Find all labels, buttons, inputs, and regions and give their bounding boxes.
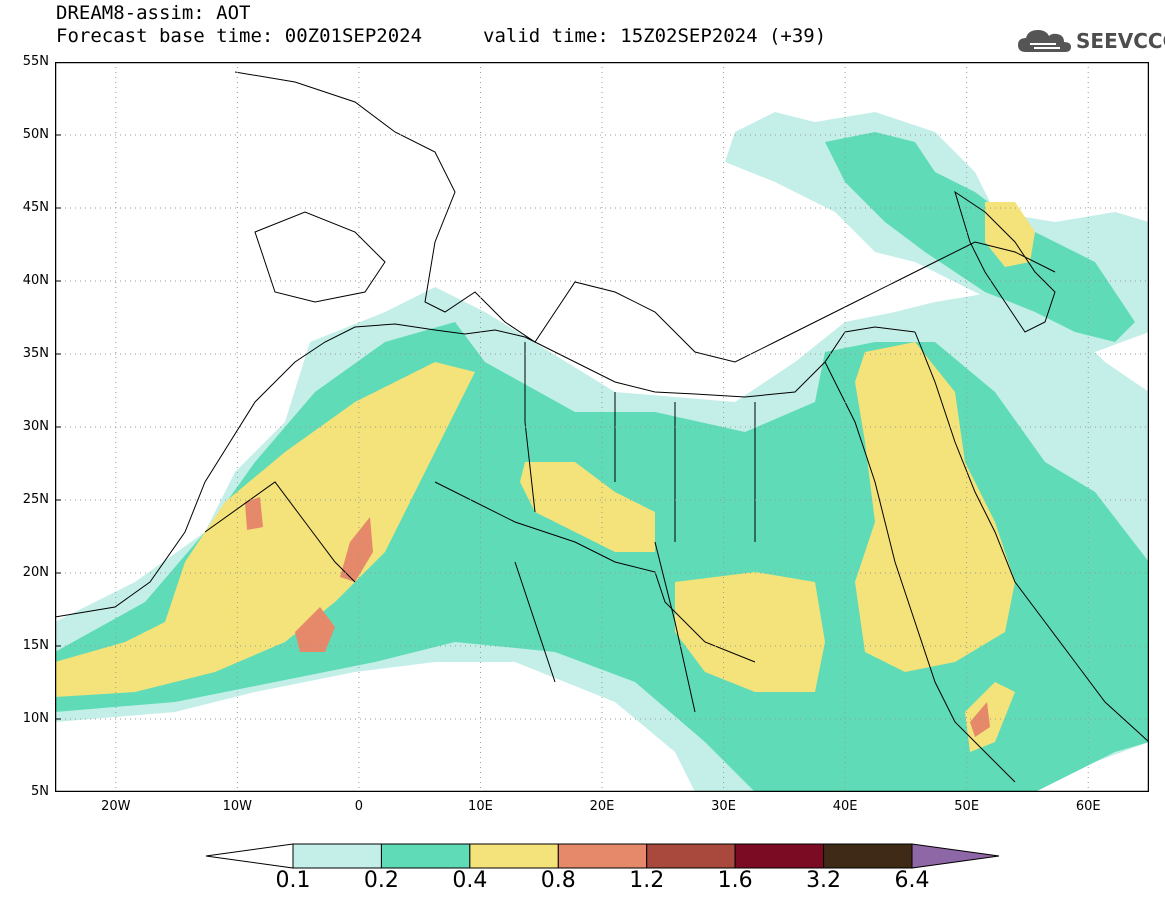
latitude-label: 5N xyxy=(31,784,49,799)
longitude-label: 20E xyxy=(589,799,615,814)
aot-band-0.8 xyxy=(245,497,263,530)
colorbar-label: 1.2 xyxy=(629,868,665,893)
colorbar-min-arrow xyxy=(205,843,294,869)
colorbar-swatch xyxy=(292,843,382,869)
colorbar-label: 0.4 xyxy=(452,868,488,893)
colorbar-swatch xyxy=(646,843,736,869)
seevccc-logo: SEEVCCC xyxy=(1016,22,1165,58)
longitude-label: 60E xyxy=(1075,799,1101,814)
colorbar-label: 6.4 xyxy=(894,868,930,893)
colorbar-max-arrow xyxy=(911,843,1000,869)
aot-band-0.4 xyxy=(55,362,475,697)
colorbar-swatch xyxy=(734,843,825,869)
colorbar-label: 0.8 xyxy=(540,868,576,893)
longitude-label: 50E xyxy=(954,799,980,814)
longitude-label: 10E xyxy=(468,799,493,814)
colorbar xyxy=(205,843,1000,869)
latitude-label: 20N xyxy=(22,565,49,580)
colorbar-label: 3.2 xyxy=(806,868,842,893)
aot-map xyxy=(55,62,1149,792)
longitude-label: 40E xyxy=(832,799,858,814)
colorbar-swatch xyxy=(469,843,559,869)
latitude-label: 35N xyxy=(22,346,49,361)
latitude-label: 15N xyxy=(22,638,49,653)
colorbar-label: 1.6 xyxy=(717,868,753,893)
longitude-label: 20W xyxy=(101,799,131,814)
forecast-base-time: Forecast base time: 00Z01SEP2024 xyxy=(56,25,423,47)
longitude-label: 10W xyxy=(222,799,253,814)
latitude-label: 45N xyxy=(22,200,49,215)
coastlines xyxy=(55,71,1149,783)
colorbar-swatch xyxy=(557,843,648,869)
latitude-label: 10N xyxy=(22,711,49,726)
map-title: DREAM8-assim: AOT xyxy=(56,2,251,24)
aot-field xyxy=(55,112,1149,792)
map-frame xyxy=(55,62,1149,792)
colorbar-label: 0.1 xyxy=(275,868,311,893)
latitude-label: 55N xyxy=(22,54,49,69)
latitude-label: 30N xyxy=(22,419,49,434)
cloud-logo-icon xyxy=(1018,30,1071,52)
latitude-label: 25N xyxy=(22,492,49,507)
latitude-label: 40N xyxy=(22,273,49,288)
longitude-label: 0 xyxy=(354,799,364,814)
longitude-label: 30E xyxy=(711,799,736,814)
valid-time: valid time: 15Z02SEP2024 (+39) xyxy=(483,25,827,47)
latitude-label: 50N xyxy=(22,127,49,142)
gridlines xyxy=(55,62,1149,792)
logo-text: SEEVCCC xyxy=(1076,29,1165,53)
colorbar-label: 0.2 xyxy=(363,868,399,893)
colorbar-swatch xyxy=(380,843,471,869)
colorbar-swatch xyxy=(823,843,913,869)
